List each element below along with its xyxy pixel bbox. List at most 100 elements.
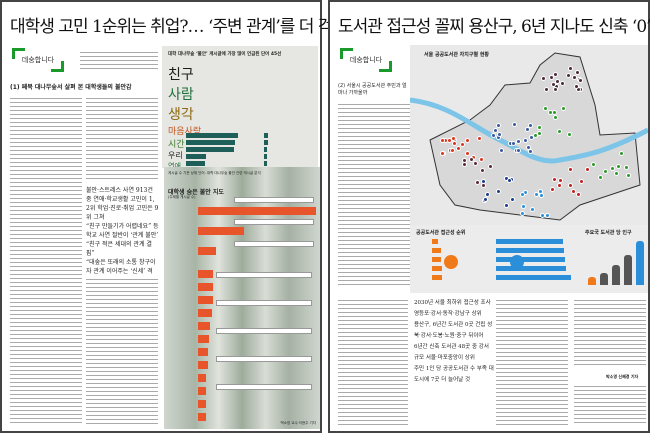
anxiety-bar bbox=[198, 283, 214, 291]
body-column-2b bbox=[86, 277, 158, 427]
rank-bar bbox=[264, 139, 268, 145]
library-dot bbox=[549, 74, 555, 80]
library-dot bbox=[459, 141, 465, 147]
library-dot bbox=[584, 166, 590, 172]
intro-text bbox=[80, 50, 158, 72]
rank-row bbox=[168, 139, 236, 145]
library-dot bbox=[492, 127, 498, 133]
anxiety-bar bbox=[198, 361, 208, 369]
library-dot bbox=[626, 172, 632, 178]
anxiety-title: 대학생 숨은 불안 지도 bbox=[168, 189, 224, 196]
cloud-word: 친구 bbox=[168, 67, 194, 83]
library-dot bbox=[509, 197, 515, 203]
library-dot bbox=[550, 186, 556, 192]
library-dot bbox=[529, 207, 535, 213]
anxiety-bar bbox=[198, 247, 217, 255]
pull-quote: 2030년 서울 최하위 접근성 조사 영등포·강서·동작·강남구 상위 bbox=[414, 300, 491, 317]
library-dot bbox=[540, 212, 546, 218]
pull-quote: 6년간 신축 도서관 48곳 중 강서 규모 서울·마포중앙이 상위 bbox=[414, 344, 489, 361]
library-dot bbox=[570, 189, 576, 195]
infographic-title: 대학 대나무숲 ‘불안’ 게시글에 가장 많이 언급된 단어 45선 bbox=[168, 52, 282, 57]
library-dot bbox=[506, 177, 512, 183]
library-dot bbox=[552, 177, 558, 183]
headline: 대학생 고민 1순위는 취업?… ‘주변 관계’를 더 걱정했다 bbox=[10, 17, 377, 37]
library-charts-panel: 공공도서관 접근성 순위 주요국 도서관 당 인구 bbox=[410, 225, 648, 293]
library-dot bbox=[487, 163, 493, 169]
library-dot bbox=[542, 105, 548, 111]
library-dot bbox=[519, 210, 525, 216]
library-dot bbox=[496, 189, 502, 195]
rank-bar bbox=[186, 160, 206, 166]
rank-row bbox=[246, 132, 269, 138]
anxiety-bar bbox=[198, 309, 213, 317]
rank-row bbox=[246, 139, 268, 145]
series-tag: 데숭합니다 bbox=[340, 48, 392, 72]
pop-bar bbox=[612, 264, 620, 285]
library-dot bbox=[482, 197, 488, 203]
cloud-word: 생각 bbox=[168, 107, 194, 123]
library-dot bbox=[610, 165, 616, 171]
pull-quote: 불안·스트레스 사연 913건 중 연애·학교생활 고민이 1, 2위 학업·진… bbox=[86, 187, 159, 221]
anxiety-bar bbox=[198, 374, 206, 382]
library-dot bbox=[511, 121, 517, 127]
rank-row bbox=[246, 146, 267, 152]
anxiety-bar bbox=[198, 335, 210, 343]
cloud-word: 우리 bbox=[168, 151, 183, 160]
cloud-word: 시간 bbox=[168, 140, 185, 150]
rank-row bbox=[168, 153, 207, 159]
access-bar bbox=[496, 239, 563, 244]
library-dot bbox=[450, 136, 456, 142]
library-dot bbox=[556, 182, 562, 188]
pull-quote: “친구 적은 세대의 관계 결핍” bbox=[86, 241, 152, 257]
library-dot bbox=[496, 123, 502, 129]
library-dot bbox=[552, 114, 558, 120]
rank-bar bbox=[264, 146, 267, 152]
anxiety-bar bbox=[198, 387, 206, 395]
access-bar bbox=[496, 275, 571, 280]
rank-bar bbox=[264, 132, 269, 138]
cloud-word: 사람 bbox=[168, 87, 194, 103]
library-dot bbox=[473, 161, 479, 167]
access-bar bbox=[432, 239, 439, 244]
anxiety-bar bbox=[198, 348, 209, 356]
access-bar bbox=[432, 266, 442, 271]
rank-bar bbox=[186, 146, 235, 152]
anxiety-bar bbox=[198, 400, 206, 408]
anxiety-bar bbox=[198, 322, 211, 330]
pull-quote: 주민 1인 당 공공도서관 수 부족 대도시에 7곳 더 늘어날 것 bbox=[414, 366, 494, 383]
library-dot bbox=[525, 127, 531, 133]
library-dot bbox=[479, 156, 485, 162]
quote-bubble bbox=[234, 197, 314, 203]
rank-bar bbox=[186, 139, 236, 145]
quote-bubble bbox=[234, 219, 314, 225]
rank-bar bbox=[186, 132, 238, 138]
section-title: (1) 페북 대나무숲서 살펴 본 대학생들의 불안감 bbox=[10, 84, 132, 91]
bamboo-photo-chart: 게시글 수 기준 상위 단어. 대학 대나무숲 불안 관련 게시글 분석 대학생… bbox=[164, 167, 320, 429]
library-dot bbox=[497, 132, 503, 138]
library-dot bbox=[613, 170, 619, 176]
body-column-4 bbox=[574, 298, 646, 368]
library-dot bbox=[551, 81, 557, 87]
library-dot bbox=[578, 178, 584, 184]
pop-bar bbox=[600, 272, 608, 285]
rank-bar bbox=[264, 153, 267, 159]
library-dot bbox=[573, 83, 579, 89]
body-column-2 bbox=[86, 96, 158, 182]
pop-bar bbox=[588, 276, 596, 285]
library-dot bbox=[537, 189, 543, 195]
library-dot bbox=[451, 140, 457, 146]
library-dot bbox=[450, 148, 456, 154]
library-dot bbox=[567, 182, 573, 188]
library-dot bbox=[560, 105, 566, 111]
pop-bar bbox=[636, 241, 644, 285]
library-dot bbox=[552, 86, 558, 92]
library-dot bbox=[476, 136, 482, 142]
quote-bubble bbox=[216, 384, 312, 390]
pull-quote: “친구 만들기가 어렵네요” 등 학교 사연 절반이 ‘관계 불안’ bbox=[86, 223, 159, 239]
headline: 도서관 접근성 꼴찌 용산구, 6년 지나도 신축 ‘0’ bbox=[338, 17, 650, 37]
library-dot bbox=[499, 147, 505, 153]
library-dot bbox=[526, 144, 532, 150]
library-dot bbox=[567, 65, 573, 71]
library-dot bbox=[616, 164, 622, 170]
library-dot bbox=[519, 192, 525, 198]
